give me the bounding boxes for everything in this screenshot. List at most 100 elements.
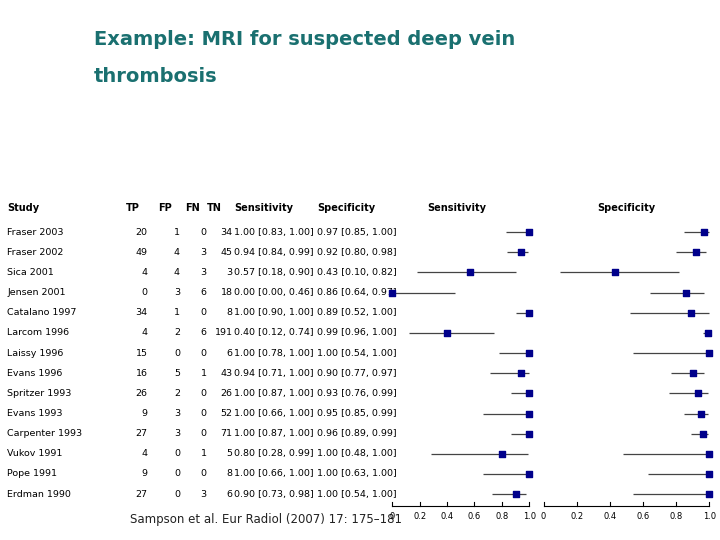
Text: 0: 0 [201, 308, 207, 318]
Text: 27: 27 [135, 429, 148, 438]
Text: 27: 27 [135, 490, 148, 498]
Text: 1.00 [0.87, 1.00]: 1.00 [0.87, 1.00] [234, 389, 314, 398]
Text: 0: 0 [201, 469, 207, 478]
Point [703, 349, 715, 357]
Point [510, 490, 521, 498]
Point [496, 449, 508, 458]
Point [702, 329, 714, 338]
Text: 8: 8 [227, 469, 233, 478]
Text: 0.6: 0.6 [468, 512, 481, 522]
Text: 0.93 [0.76, 0.99]: 0.93 [0.76, 0.99] [317, 389, 397, 398]
Text: 0: 0 [174, 449, 180, 458]
Text: 43: 43 [220, 369, 233, 377]
Text: 18: 18 [220, 288, 233, 297]
Point [387, 288, 398, 297]
Text: Erdman 1990: Erdman 1990 [7, 490, 71, 498]
Text: Catalano 1997: Catalano 1997 [7, 308, 76, 318]
Text: FP: FP [158, 203, 172, 213]
Text: 0.89 [0.52, 1.00]: 0.89 [0.52, 1.00] [317, 308, 397, 318]
Text: 1.0: 1.0 [703, 512, 716, 522]
Text: 4: 4 [174, 248, 180, 257]
Text: Jensen 2001: Jensen 2001 [7, 288, 66, 297]
Text: Evans 1996: Evans 1996 [7, 369, 63, 377]
Point [523, 389, 535, 397]
Text: 0: 0 [541, 512, 546, 522]
Text: 0: 0 [201, 409, 207, 418]
Text: 71: 71 [220, 429, 233, 438]
Text: FN: FN [185, 203, 199, 213]
Text: 1.00 [0.66, 1.00]: 1.00 [0.66, 1.00] [234, 409, 314, 418]
Text: 52: 52 [220, 409, 233, 418]
Point [687, 369, 698, 377]
Point [697, 429, 708, 438]
Text: 0: 0 [390, 512, 395, 522]
Text: 49: 49 [135, 248, 148, 257]
Text: Specificity: Specificity [317, 203, 375, 213]
Text: 0: 0 [201, 349, 207, 357]
Text: 1.00 [0.78, 1.00]: 1.00 [0.78, 1.00] [234, 349, 314, 357]
Point [698, 228, 710, 237]
Point [685, 308, 697, 317]
Text: Larcom 1996: Larcom 1996 [7, 328, 69, 338]
Text: 0.86 [0.64, 0.97]: 0.86 [0.64, 0.97] [317, 288, 397, 297]
Text: 4: 4 [142, 328, 148, 338]
Point [703, 470, 715, 478]
Text: 3: 3 [174, 409, 180, 418]
Text: 34: 34 [135, 308, 148, 318]
Text: 3: 3 [174, 288, 180, 297]
Text: 2: 2 [174, 389, 180, 398]
Point [523, 409, 535, 418]
Text: 0.99 [0.96, 1.00]: 0.99 [0.96, 1.00] [317, 328, 397, 338]
Text: 9: 9 [142, 409, 148, 418]
Text: TP: TP [126, 203, 140, 213]
Text: 20: 20 [135, 228, 148, 237]
Text: 0.4: 0.4 [441, 512, 454, 522]
Text: Sensitivity: Sensitivity [234, 203, 293, 213]
Text: 0: 0 [174, 349, 180, 357]
Text: Example: MRI for suspected deep vein: Example: MRI for suspected deep vein [94, 30, 515, 49]
Text: Fraser 2002: Fraser 2002 [7, 248, 63, 257]
Point [523, 308, 535, 317]
Text: 1.00 [0.63, 1.00]: 1.00 [0.63, 1.00] [317, 469, 397, 478]
Text: 1.00 [0.48, 1.00]: 1.00 [0.48, 1.00] [317, 449, 397, 458]
Text: 0: 0 [142, 288, 148, 297]
Text: Fraser 2003: Fraser 2003 [7, 228, 63, 237]
Text: 0.6: 0.6 [636, 512, 649, 522]
Text: 0: 0 [201, 389, 207, 398]
Text: 6: 6 [227, 349, 233, 357]
Text: 4: 4 [142, 449, 148, 458]
Text: 3: 3 [174, 429, 180, 438]
Text: 0.2: 0.2 [413, 512, 426, 522]
Text: 6: 6 [201, 288, 207, 297]
Point [692, 389, 703, 397]
Text: 0.94 [0.71, 1.00]: 0.94 [0.71, 1.00] [234, 369, 314, 377]
Point [690, 248, 702, 256]
Text: Spritzer 1993: Spritzer 1993 [7, 389, 71, 398]
Point [516, 248, 527, 256]
Text: 0.4: 0.4 [603, 512, 616, 522]
Text: 2: 2 [174, 328, 180, 338]
Text: 0: 0 [174, 490, 180, 498]
Text: Sampson et al. Eur Radiol (2007) 17: 175–181: Sampson et al. Eur Radiol (2007) 17: 175… [130, 514, 402, 526]
Text: 0.92 [0.80, 0.98]: 0.92 [0.80, 0.98] [317, 248, 397, 257]
Text: Study: Study [7, 203, 40, 213]
Text: Laissy 1996: Laissy 1996 [7, 349, 63, 357]
Text: 0.2: 0.2 [570, 512, 583, 522]
Text: 15: 15 [135, 349, 148, 357]
Point [703, 490, 715, 498]
Point [609, 268, 621, 277]
Point [523, 228, 535, 237]
Text: 3: 3 [200, 268, 207, 277]
Text: 0.8: 0.8 [495, 512, 508, 522]
Text: 0.8: 0.8 [670, 512, 683, 522]
Text: 1: 1 [201, 449, 207, 458]
Text: Sensitivity: Sensitivity [428, 203, 487, 213]
Text: 34: 34 [220, 228, 233, 237]
Text: Vukov 1991: Vukov 1991 [7, 449, 63, 458]
Point [523, 429, 535, 438]
Text: 0.40 [0.12, 0.74]: 0.40 [0.12, 0.74] [234, 328, 314, 338]
Text: 0.90 [0.73, 0.98]: 0.90 [0.73, 0.98] [234, 490, 314, 498]
Text: 6: 6 [227, 490, 233, 498]
Point [680, 288, 692, 297]
Text: 191: 191 [215, 328, 233, 338]
